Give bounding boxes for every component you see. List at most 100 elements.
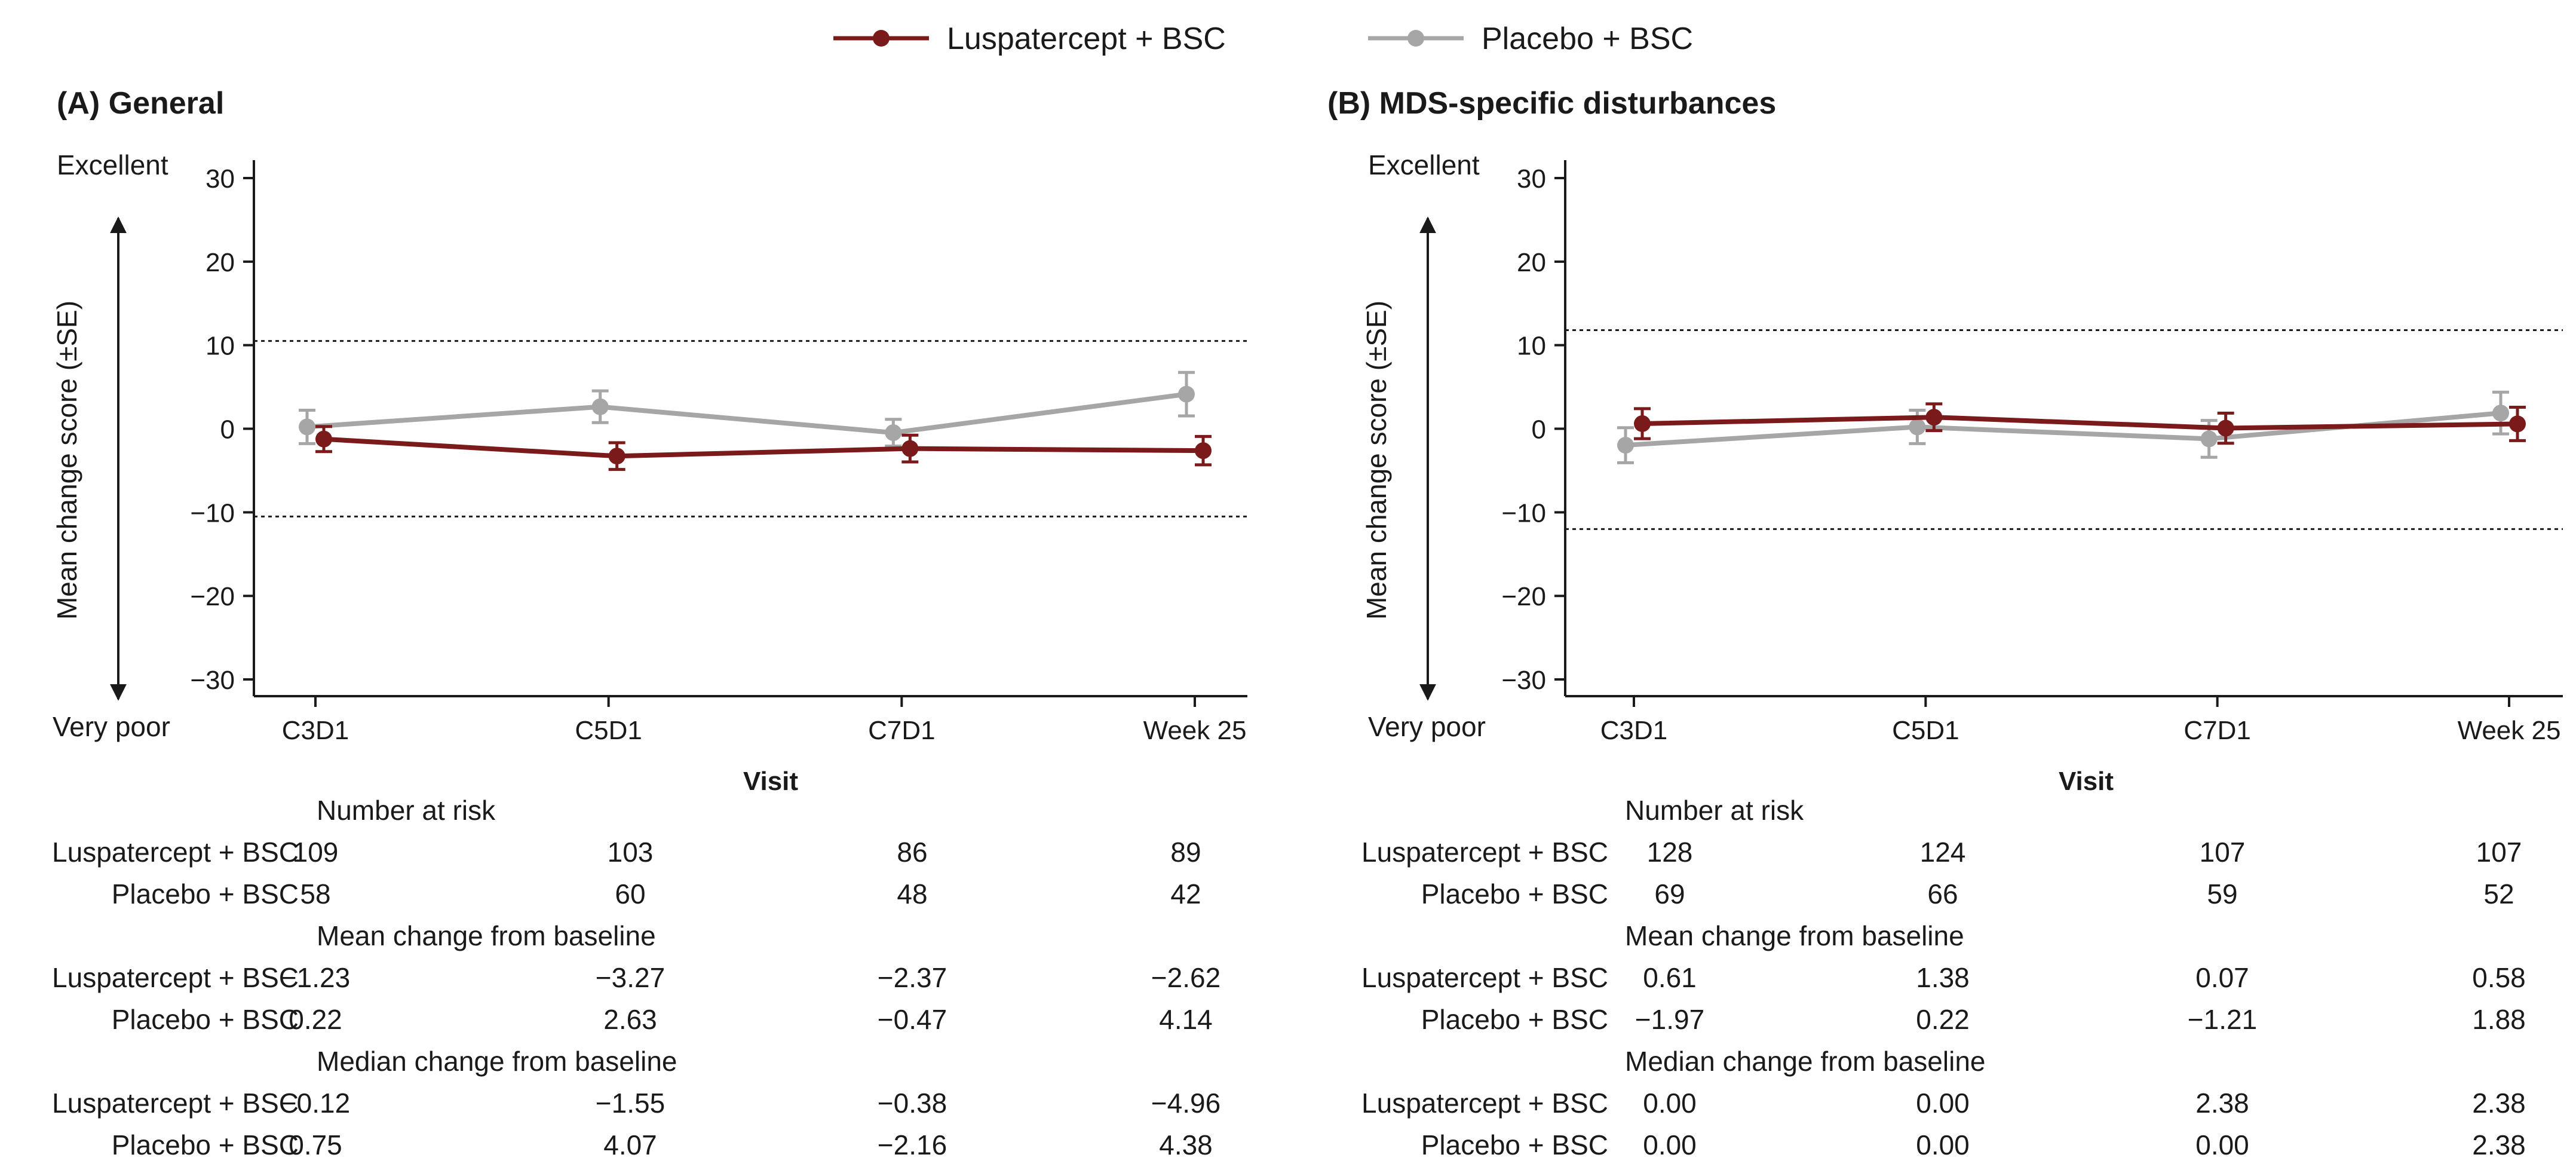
panel-b-table-cell: 2.38 <box>2195 1088 2249 1119</box>
panel-b-xtick-label: C7D1 <box>2184 716 2251 745</box>
panel-a-table-cell: −3.27 <box>596 962 665 993</box>
panel-b-table-row-label: Placebo + BSC <box>1421 1004 1608 1035</box>
panel-b-ytick-label: 10 <box>1517 332 1546 361</box>
panel-a-table-cell: −1.55 <box>596 1088 665 1119</box>
legend-marker-luspatercept <box>873 30 890 47</box>
panel-b-table-section-title: Median change from baseline <box>1625 1046 1985 1077</box>
panel-b-table-cell: 0.00 <box>2195 1129 2249 1160</box>
panel-b-luspatercept-point <box>2217 419 2234 437</box>
panel-b-placebo-point <box>2492 405 2509 422</box>
panel-b-table-row-label: Placebo + BSC <box>1421 1129 1608 1160</box>
panel-a-ref-lines <box>254 340 1247 517</box>
panel-b-ytick-label: −20 <box>1501 582 1546 611</box>
panel-a-xtick-label: C5D1 <box>575 716 642 745</box>
panel-a-table-cell: 42 <box>1170 878 1201 909</box>
panel-b-luspatercept-line <box>1642 415 2518 431</box>
legend-marker-placebo <box>1407 30 1424 47</box>
panel-b-ytick-label: −30 <box>1501 666 1546 695</box>
panel-b-risk-table: Number at risk Luspatercept + BSC 128 124 10… <box>1361 795 2526 1160</box>
panel-a-table-section-title: Mean change from baseline <box>317 920 656 951</box>
panel-b-axes <box>1564 160 2563 697</box>
panel-b-placebo-point <box>1617 437 1634 454</box>
panel-b-table-cell: 0.22 <box>1916 1004 1970 1035</box>
panel-a-xtick-label: C7D1 <box>868 716 936 745</box>
panel-b-table-cell: 128 <box>1647 837 1693 868</box>
panel-b-xtick-label: C3D1 <box>1600 716 1668 745</box>
panel-a-table-cell: 86 <box>897 837 927 868</box>
panel-a-table-cell: −4.96 <box>1151 1088 1220 1119</box>
panel-b-table-cell: 59 <box>2207 878 2237 909</box>
panel-b-ytick-label: 20 <box>1517 248 1546 277</box>
panel-b-excellent-label: Excellent <box>1368 149 1480 180</box>
panel-a-table-cell: −1.23 <box>281 962 350 993</box>
panel-a-table-cell: 48 <box>897 878 927 909</box>
panel-a-placebo-point <box>591 398 609 415</box>
panel-b-table-cell: 124 <box>1920 837 1966 868</box>
panel-b-y-axis-label: Mean change score (±SE) <box>1361 301 1392 620</box>
panel-a-luspatercept-point <box>608 448 625 465</box>
legend-item-placebo[interactable]: Placebo + BSC <box>1368 22 1693 56</box>
panel-b-y-ticks: 30 20 10 0 −10 −20 −30 <box>1501 164 1565 695</box>
panel-a-x-ticks: C3D1 C5D1 C7D1 Week 25 <box>282 696 1247 745</box>
panel-b-table-cell: 0.00 <box>1643 1088 1697 1119</box>
panel-b-table-cell: 66 <box>1927 878 1958 909</box>
panel-a-placebo-point <box>885 424 902 442</box>
panel-a-table-cell: −2.37 <box>878 962 947 993</box>
panel-a-table-row-label: Luspatercept + BSC <box>52 837 299 868</box>
panel-a-table-cell: 2.63 <box>603 1004 657 1035</box>
panel-b-ytick-label: 0 <box>1532 415 1546 445</box>
panel-a-y-axis-label: Mean change score (±SE) <box>51 301 82 620</box>
panel-b-table-cell: 52 <box>2483 878 2514 909</box>
panel-b-table-cell: 0.00 <box>1916 1129 1970 1160</box>
panel-b-ytick-label: 30 <box>1517 164 1546 194</box>
panel-b-table-cell: −1.97 <box>1635 1004 1704 1035</box>
panel-a: (A) General Excellent Very poor Mean cha… <box>51 86 1247 1160</box>
panel-b-very-poor-label: Very poor <box>1368 711 1486 742</box>
legend-item-luspatercept[interactable]: Luspatercept + BSC <box>833 22 1226 56</box>
panel-a-ytick-label: 30 <box>206 164 235 194</box>
panel-b-table-row-label: Luspatercept + BSC <box>1361 962 1608 993</box>
panel-b-table-row-label: Luspatercept + BSC <box>1361 837 1608 868</box>
panel-a-series <box>299 370 1212 471</box>
panel-b-x-axis-label: Visit <box>2059 767 2114 796</box>
panel-a-title: (A) General <box>57 86 224 121</box>
panel-b-table-cell: 0.00 <box>1916 1088 1970 1119</box>
panel-a-xtick-label: C3D1 <box>282 716 349 745</box>
panel-a-ytick-label: 10 <box>206 332 235 361</box>
panel-a-table-cell: −0.47 <box>878 1004 947 1035</box>
panel-a-placebo-point <box>1178 385 1195 403</box>
panel-a-axes <box>253 160 1247 697</box>
panel-a-table-section-title: Number at risk <box>317 795 496 826</box>
panel-a-xtick-label: Week 25 <box>1143 716 1247 745</box>
panel-b-placebo-point <box>1909 418 1926 436</box>
panel-a-table-cell: −2.16 <box>878 1129 947 1160</box>
panel-b-xtick-label: C5D1 <box>1892 716 1959 745</box>
panel-a-table-cell: 58 <box>300 878 330 909</box>
panel-a-table-cell: −2.62 <box>1151 962 1220 993</box>
panel-a-table-row-label: Luspatercept + BSC <box>52 1088 299 1119</box>
panel-a-table-cell: −0.12 <box>281 1088 350 1119</box>
panel-b-luspatercept-point <box>2509 415 2526 433</box>
panel-a-ytick-label: −20 <box>190 582 235 611</box>
panel-b-table-cell: 2.38 <box>2472 1088 2526 1119</box>
panel-a-table-cell: 4.07 <box>603 1129 657 1160</box>
panel-b-xtick-label: Week 25 <box>2458 716 2561 745</box>
panel-b-luspatercept-point <box>1634 415 1651 432</box>
panel-b-title: (B) MDS-specific disturbances <box>1327 86 1776 121</box>
panel-b-table-row-label: Placebo + BSC <box>1421 878 1608 909</box>
legend-label-luspatercept: Luspatercept + BSC <box>947 22 1226 56</box>
panel-b-table-cell: −1.21 <box>2188 1004 2257 1035</box>
panel-a-luspatercept-point <box>315 430 332 448</box>
panel-a-table-cell: 0.75 <box>289 1129 342 1160</box>
panel-a-table-cell: 109 <box>293 837 339 868</box>
panel-a-very-poor-label: Very poor <box>53 711 170 742</box>
panel-a-ytick-label: 0 <box>220 415 235 445</box>
panel-b-ytick-label: −10 <box>1501 498 1546 528</box>
panel-b-table-cell: 0.00 <box>1643 1129 1697 1160</box>
panel-a-table-row-label: Placebo + BSC <box>112 1004 299 1035</box>
panel-b-placebo-line <box>1625 411 2501 448</box>
panel-b-table-cell: 1.88 <box>2472 1004 2526 1035</box>
panel-b-table-cell: 69 <box>1654 878 1685 909</box>
panel-a-table-cell: 89 <box>1170 837 1201 868</box>
panel-a-table-section-title: Median change from baseline <box>317 1046 677 1077</box>
